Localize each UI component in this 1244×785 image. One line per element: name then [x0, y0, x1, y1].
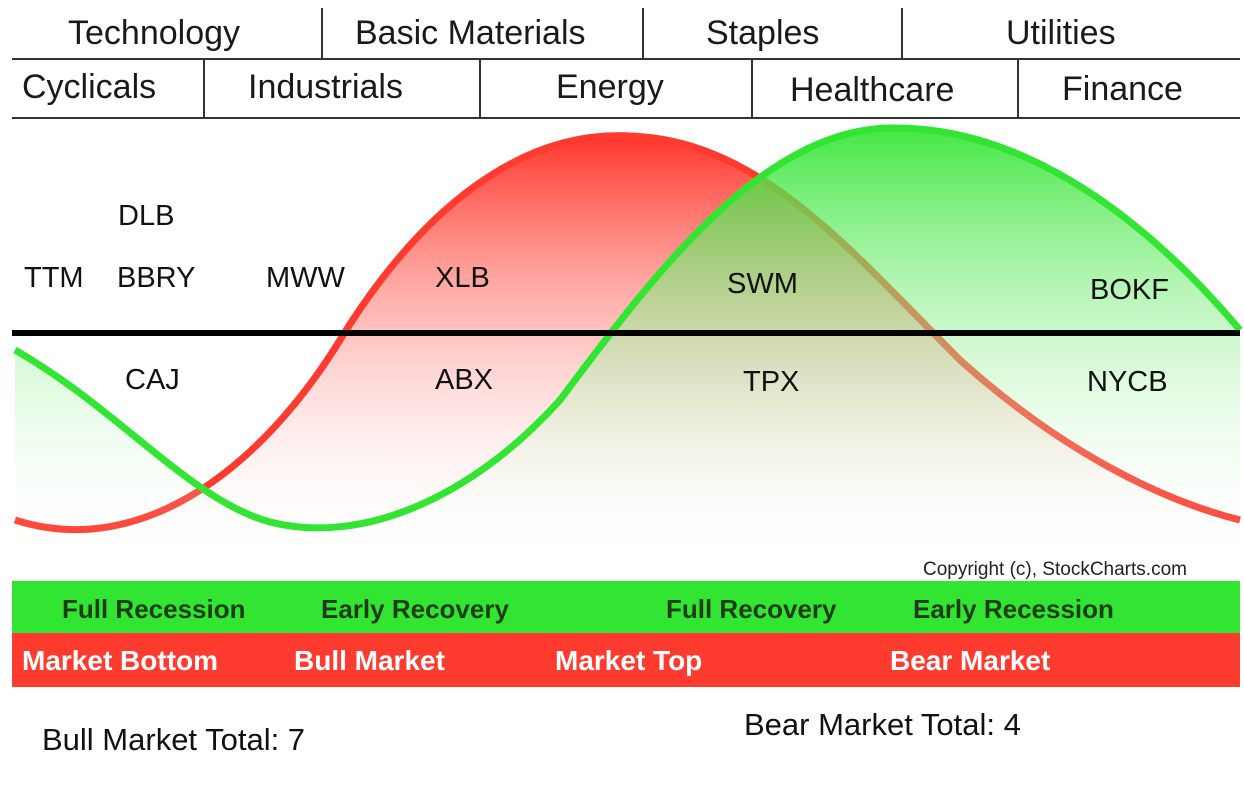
ticker-label: SWM [727, 268, 798, 300]
sector-technology: Technology [68, 14, 241, 52]
sector-finance: Finance [1062, 70, 1183, 108]
bear-curve [13, 124, 1243, 532]
ticker-label: MWW [266, 262, 345, 294]
ticker-label: TPX [743, 366, 800, 398]
ticker-label: CAJ [125, 364, 180, 396]
market-top: Market Top [555, 645, 703, 676]
bear-curve-fill [15, 127, 1240, 560]
phase-full-recession: Full Recession [62, 594, 246, 624]
market-bear: Bear Market [890, 645, 1051, 676]
ticker-label: BOKF [1090, 274, 1169, 306]
sector-cyclicals: Cyclicals [22, 68, 157, 106]
sector-basic-materials: Basic Materials [355, 14, 586, 52]
copyright-text: Copyright (c), StockCharts.com [923, 559, 1187, 580]
ticker-label: XLB [435, 262, 490, 294]
ticker-label: DLB [118, 200, 175, 232]
market-bottom: Market Bottom [22, 645, 219, 676]
ticker-label: NYCB [1087, 366, 1168, 398]
phase-full-recovery: Full Recovery [666, 594, 837, 624]
sector-grid [12, 8, 1240, 119]
ticker-label: ABX [435, 364, 494, 396]
sector-energy: Energy [556, 68, 664, 106]
bull-market-total: Bull Market Total: 7 [42, 722, 306, 757]
phase-early-recovery: Early Recovery [321, 594, 509, 624]
sector-industrials: Industrials [248, 68, 403, 106]
market-phase-bar [12, 633, 1240, 687]
sector-healthcare: Healthcare [790, 71, 955, 109]
economic-phase-bar [12, 581, 1240, 633]
sector-staples: Staples [706, 14, 820, 52]
phase-early-recession: Early Recession [913, 594, 1114, 624]
sector-utilities: Utilities [1006, 14, 1116, 52]
bear-market-total: Bear Market Total: 4 [744, 707, 1021, 742]
ticker-label: TTM [24, 262, 84, 294]
market-bull: Bull Market [294, 645, 445, 676]
ticker-label: BBRY [117, 262, 196, 294]
